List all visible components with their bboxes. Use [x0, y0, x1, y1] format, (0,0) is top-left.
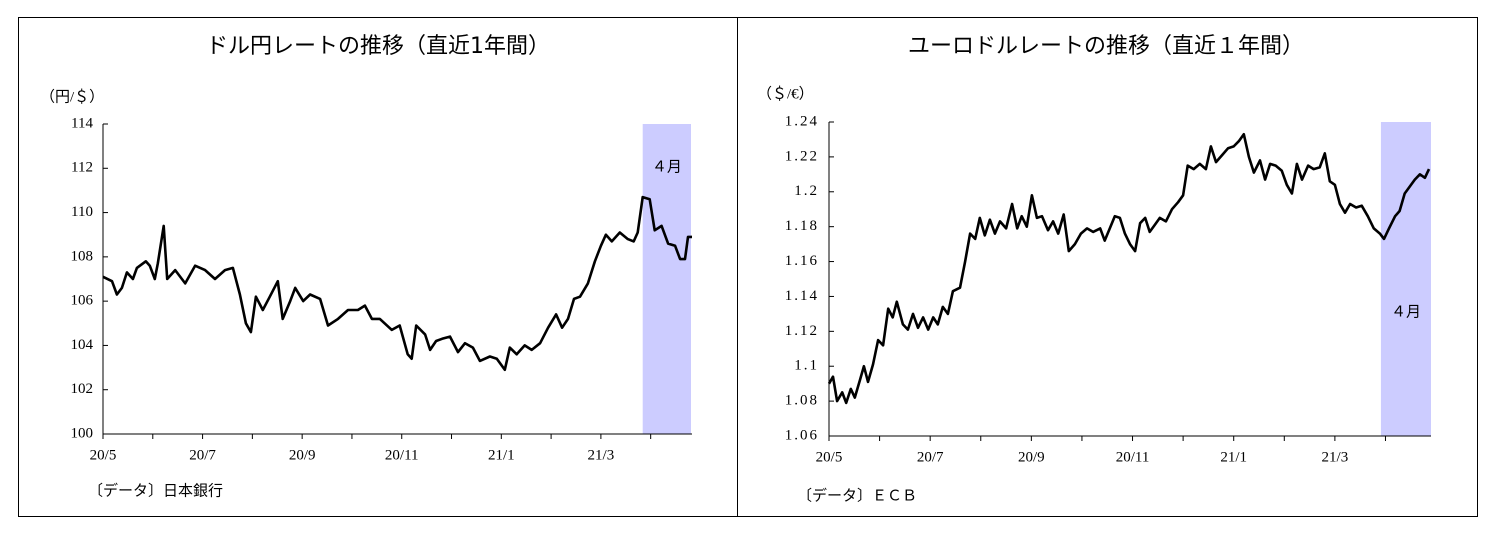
x-tick-label: 20/11	[1116, 449, 1150, 465]
y-tick-label: 106	[71, 293, 94, 309]
y-tick-label: 110	[71, 204, 93, 220]
chart-title: ユーロドルレートの推移（直近１年間）	[908, 34, 1304, 59]
x-tick-label: 20/9	[1018, 449, 1045, 465]
y-tick-label: 114	[71, 115, 93, 131]
y-tick-label: 1.16	[785, 253, 819, 269]
y-tick-label: 108	[71, 248, 94, 264]
y-tick-label: 1.1	[794, 358, 819, 374]
x-tick-label: 21/1	[1220, 449, 1247, 465]
y-tick-label: 1.24	[785, 113, 819, 129]
y-tick-label: 1.2	[794, 183, 819, 199]
line-series	[102, 195, 692, 372]
chart-title: ドル円レートの推移（直近1年間）	[206, 34, 550, 59]
y-tick-label: 1.08	[785, 393, 819, 409]
highlight-label: ４月	[1391, 304, 1421, 320]
y-tick-label: 1.18	[785, 218, 819, 234]
y-tick-label: 112	[71, 160, 93, 176]
source-note: 〔データ〕日本銀行	[88, 481, 223, 499]
x-tick-label: 20/11	[385, 447, 419, 463]
x-tick-label: 20/9	[289, 447, 316, 463]
highlight-band	[642, 124, 692, 434]
y-unit-label: （＄/€）	[757, 85, 814, 102]
y-tick-label: 102	[71, 381, 94, 397]
y-tick-label: 1.12	[785, 323, 819, 339]
y-unit-label: （円/＄）	[40, 88, 104, 105]
x-tick-label: 20/5	[90, 447, 117, 463]
source-note: 〔データ〕ＥＣＢ	[797, 486, 917, 504]
highlight-label: ４月	[652, 159, 682, 175]
y-tick-label: 100	[71, 425, 94, 441]
y-tick-label: 1.06	[785, 427, 819, 443]
x-tick-label: 21/3	[1322, 449, 1349, 465]
x-tick-label: 21/1	[488, 447, 515, 463]
x-tick-label: 20/7	[189, 447, 216, 463]
highlight-band	[1380, 122, 1431, 436]
x-tick-label: 20/7	[917, 449, 944, 465]
y-tick-label: 1.22	[785, 148, 819, 164]
x-tick-label: 21/3	[588, 447, 615, 463]
frame	[18, 17, 1478, 517]
line-series	[827, 132, 1431, 405]
y-tick-label: 1.14	[785, 288, 819, 304]
x-tick-label: 20/5	[816, 449, 843, 465]
y-tick-label: 104	[71, 337, 94, 353]
